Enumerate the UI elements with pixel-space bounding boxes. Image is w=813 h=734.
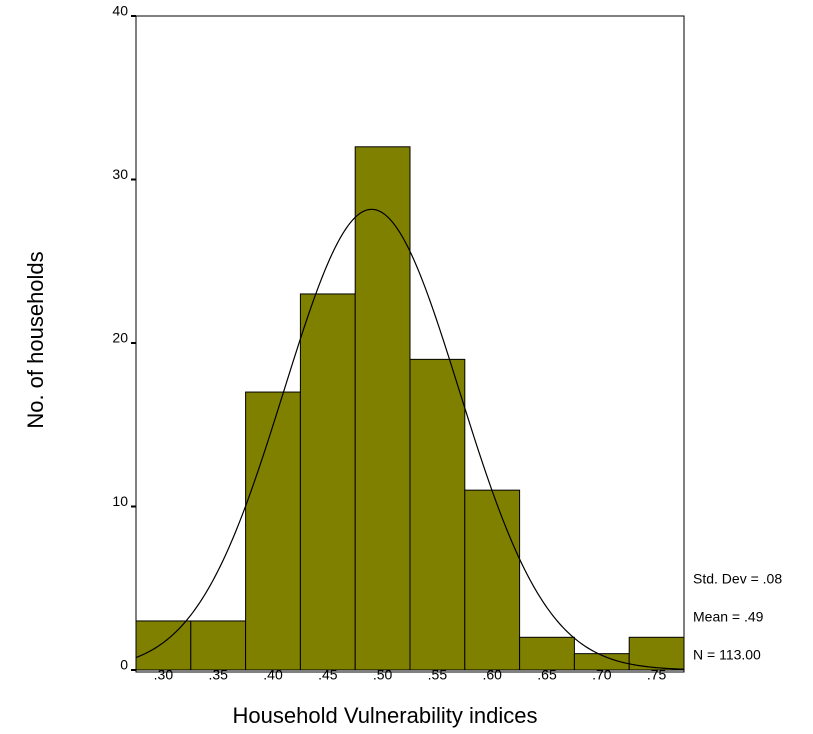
x-tick-label: .45 (318, 667, 338, 683)
normal-curve (135, 208, 685, 670)
y-tick-label: 20 (112, 330, 128, 346)
y-tick-label: 40 (112, 3, 128, 19)
x-tick-label: .70 (592, 667, 612, 683)
bar (354, 146, 411, 671)
y-axis-label: No. of households (23, 251, 48, 428)
x-tick-label: .50 (373, 667, 393, 683)
bar (190, 620, 247, 671)
bar (299, 293, 356, 671)
x-tick-label: .60 (482, 667, 502, 683)
x-tick-label: .30 (154, 667, 174, 683)
bar (135, 620, 192, 671)
bar (464, 489, 521, 671)
x-tick-label: .65 (537, 667, 557, 683)
stats-label: N = 113.00 (693, 647, 761, 663)
bar (409, 358, 466, 671)
bar (245, 391, 301, 671)
stats-label: Mean = .49 (693, 609, 764, 625)
x-tick-label: .75 (647, 667, 667, 683)
x-tick-label: .40 (263, 667, 283, 683)
x-tick-label: .55 (428, 667, 448, 683)
y-tick-label: 0 (120, 657, 128, 673)
y-tick-label: 30 (112, 166, 128, 182)
bar (519, 636, 575, 671)
stats-label: Std. Dev = .08 (693, 571, 782, 587)
y-tick-label: 10 (112, 493, 128, 509)
bar (628, 636, 685, 671)
x-axis-label: Household Vulnerability indices (233, 703, 538, 728)
x-tick-label: .35 (208, 667, 228, 683)
